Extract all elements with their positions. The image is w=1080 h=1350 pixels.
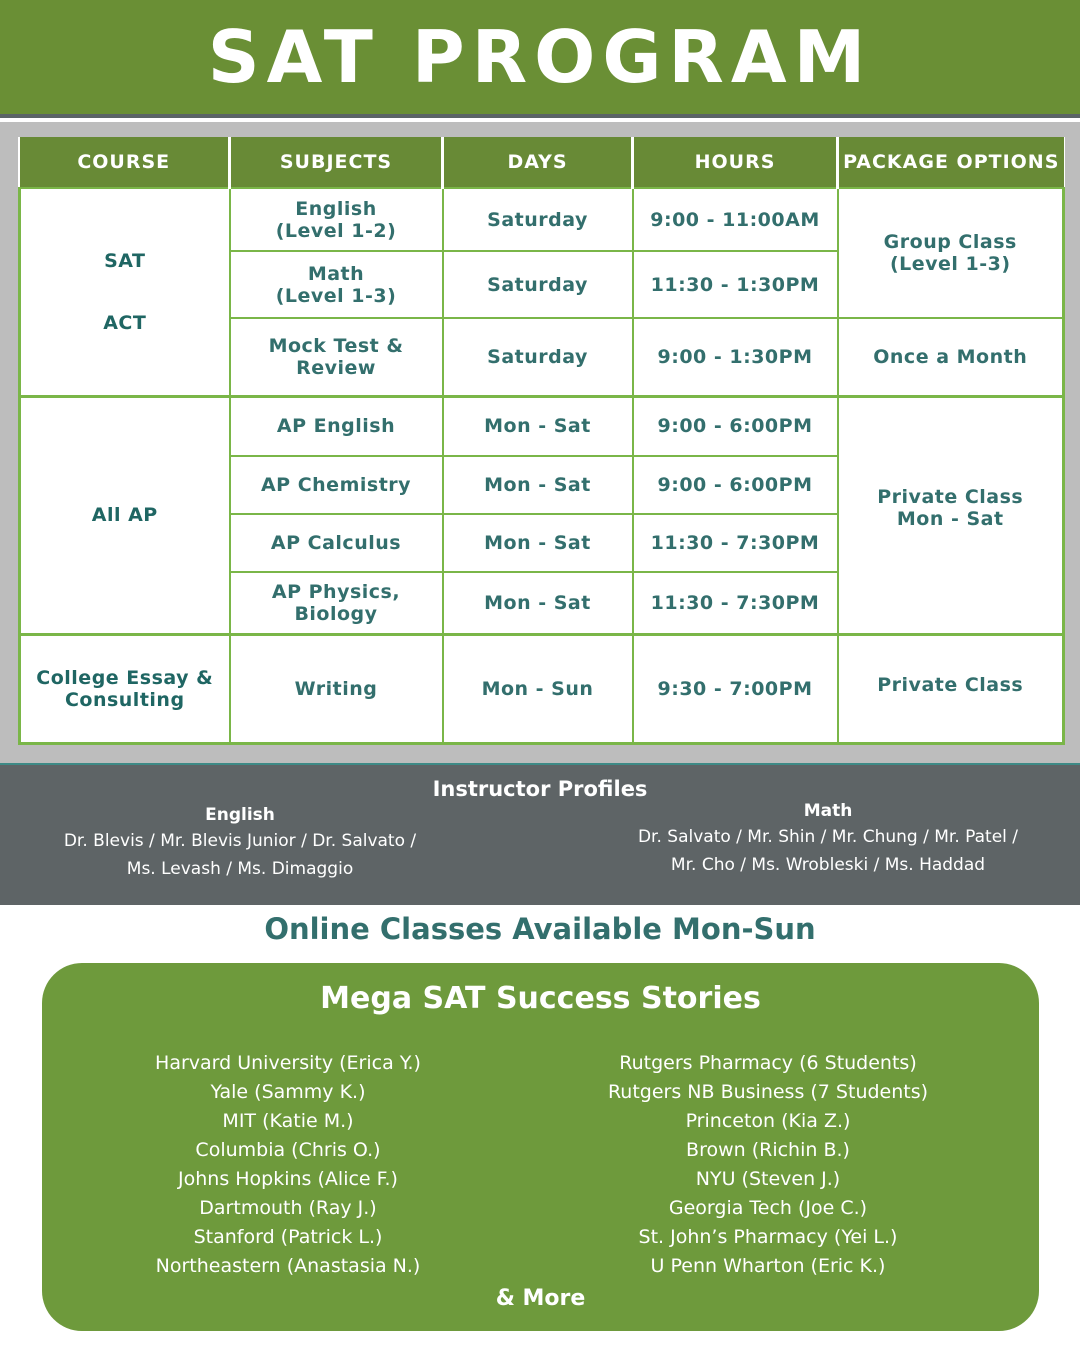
course-sat: SAT <box>104 249 146 272</box>
subject: English (Level 1-2) <box>228 187 444 252</box>
days: Saturday <box>441 317 634 397</box>
table-row: SAT ACT English (Level 1-2) Saturday 9:00… <box>18 187 1065 397</box>
list-item: Princeton (Kia Z.) <box>685 1110 851 1132</box>
table-row: College Essay & Consulting Writing Mon -… <box>18 632 1065 745</box>
subject: AP Chemistry <box>228 455 444 515</box>
instructor-profiles: Instructor Profiles English Dr. Blevis /… <box>0 763 1080 905</box>
course-sat-act: SAT ACT <box>18 187 231 397</box>
english-line: Dr. Blevis / Mr. Blevis Junior / Dr. Sal… <box>63 831 417 851</box>
table-row: Mock Test & Review Saturday 9:00 - 1:30P… <box>20 317 1065 397</box>
list-item: Northeastern (Anastasia N.) <box>155 1255 421 1277</box>
days: Mon - Sat <box>441 394 634 457</box>
success-list-left: Harvard University (Erica Y.) Yale (Samm… <box>68 1049 508 1281</box>
list-item: Georgia Tech (Joe C.) <box>668 1197 868 1219</box>
instructor-title: Instructor Profiles <box>432 777 648 801</box>
course-essay: College Essay & Consulting <box>18 632 231 745</box>
subject: Writing <box>228 632 444 745</box>
header-days: DAYS <box>441 137 634 188</box>
list-item: MIT (Katie M.) <box>222 1110 354 1132</box>
list-item: Dartmouth (Ray J.) <box>199 1197 377 1219</box>
subject: Mock Test & Review <box>228 317 444 397</box>
hours: 9:00 - 11:00AM <box>631 187 839 252</box>
header-package: PACKAGE OPTIONS <box>836 137 1064 188</box>
list-item: Johns Hopkins (Alice F.) <box>178 1168 398 1190</box>
days: Saturday <box>441 187 634 252</box>
subject: AP Physics, Biology <box>228 571 444 635</box>
header-hours: HOURS <box>631 137 839 188</box>
success-list-right: Rutgers Pharmacy (6 Students) Rutgers NB… <box>548 1049 988 1281</box>
table-row: AP Calculus Mon - Sat 11:30 - 7:30PM <box>20 513 1064 573</box>
days: Mon - Sat <box>441 455 634 515</box>
days: Mon - Sat <box>441 513 634 573</box>
subject: AP Calculus <box>228 513 444 573</box>
days: Mon - Sat <box>441 571 634 635</box>
package: Once a Month <box>836 317 1065 397</box>
math-line: Dr. Salvato / Mr. Shin / Mr. Chung / Mr.… <box>637 827 1019 847</box>
hours: 11:30 - 7:30PM <box>631 513 839 573</box>
subject: Math (Level 1-3) <box>228 250 444 319</box>
math-heading: Math <box>803 801 853 821</box>
list-item: Brown (Richin B.) <box>686 1139 850 1161</box>
hours: 11:30 - 7:30PM <box>631 571 839 635</box>
more-label: & More <box>495 1286 586 1311</box>
list-item: Yale (Sammy K.) <box>210 1081 366 1103</box>
title-banner: SAT PROGRAM <box>0 0 1080 118</box>
list-item: Rutgers NB Business (7 Students) <box>607 1081 929 1103</box>
header-course: COURSE <box>19 137 231 188</box>
package: Group Class (Level 1-3) <box>836 187 1065 319</box>
list-item: NYU (Steven J.) <box>695 1168 841 1190</box>
table-row: AP Physics, Biology Mon - Sat 11:30 - 7:… <box>20 571 1064 635</box>
english-line: Ms. Levash / Ms. Dimaggio <box>126 859 354 879</box>
page-title: SAT PROGRAM <box>207 15 873 99</box>
english-instructors: English Dr. Blevis / Mr. Blevis Junior /… <box>10 803 470 883</box>
table-row: All AP AP English Mon - Sat 9:00 - 6:00P… <box>18 394 1065 635</box>
hours: 9:00 - 6:00PM <box>631 455 839 515</box>
table-row: Math (Level 1-3) Saturday 11:30 - 1:30PM <box>20 250 1064 319</box>
hours: 9:00 - 6:00PM <box>631 394 839 457</box>
table-row: AP Chemistry Mon - Sat 9:00 - 6:00PM <box>20 455 1064 515</box>
hours: 9:00 - 1:30PM <box>631 317 839 397</box>
list-item: St. John’s Pharmacy (Yei L.) <box>638 1226 898 1248</box>
success-stories: Mega SAT Success Stories Harvard Univers… <box>42 963 1039 1331</box>
package: Private Class Mon - Sat <box>836 394 1065 635</box>
package: Private Class <box>836 632 1065 745</box>
list-item: Columbia (Chris O.) <box>195 1139 381 1161</box>
list-item: Harvard University (Erica Y.) <box>155 1052 421 1074</box>
days: Saturday <box>441 250 634 319</box>
days: Mon - Sun <box>441 632 634 745</box>
subject: AP English <box>228 394 444 457</box>
schedule-table: COURSE SUBJECTS DAYS HOURS PACKAGE OPTIO… <box>18 137 1065 745</box>
math-line: Mr. Cho / Ms. Wrobleski / Ms. Haddad <box>670 855 986 875</box>
online-classes-note: Online Classes Available Mon-Sun <box>264 912 816 946</box>
list-item: Rutgers Pharmacy (6 Students) <box>619 1052 917 1074</box>
course-act: ACT <box>103 311 147 334</box>
hours: 9:30 - 7:00PM <box>631 632 839 745</box>
header-subjects: SUBJECTS <box>228 137 444 188</box>
table-header: COURSE SUBJECTS DAYS HOURS PACKAGE OPTIO… <box>19 137 1064 188</box>
english-heading: English <box>205 805 275 825</box>
success-title: Mega SAT Success Stories <box>320 981 761 1016</box>
course-ap: All AP <box>18 394 231 635</box>
math-instructors: Math Dr. Salvato / Mr. Shin / Mr. Chung … <box>598 799 1058 879</box>
list-item: U Penn Wharton (Eric K.) <box>650 1255 886 1277</box>
hours: 11:30 - 1:30PM <box>631 250 839 319</box>
list-item: Stanford (Patrick L.) <box>193 1226 383 1248</box>
